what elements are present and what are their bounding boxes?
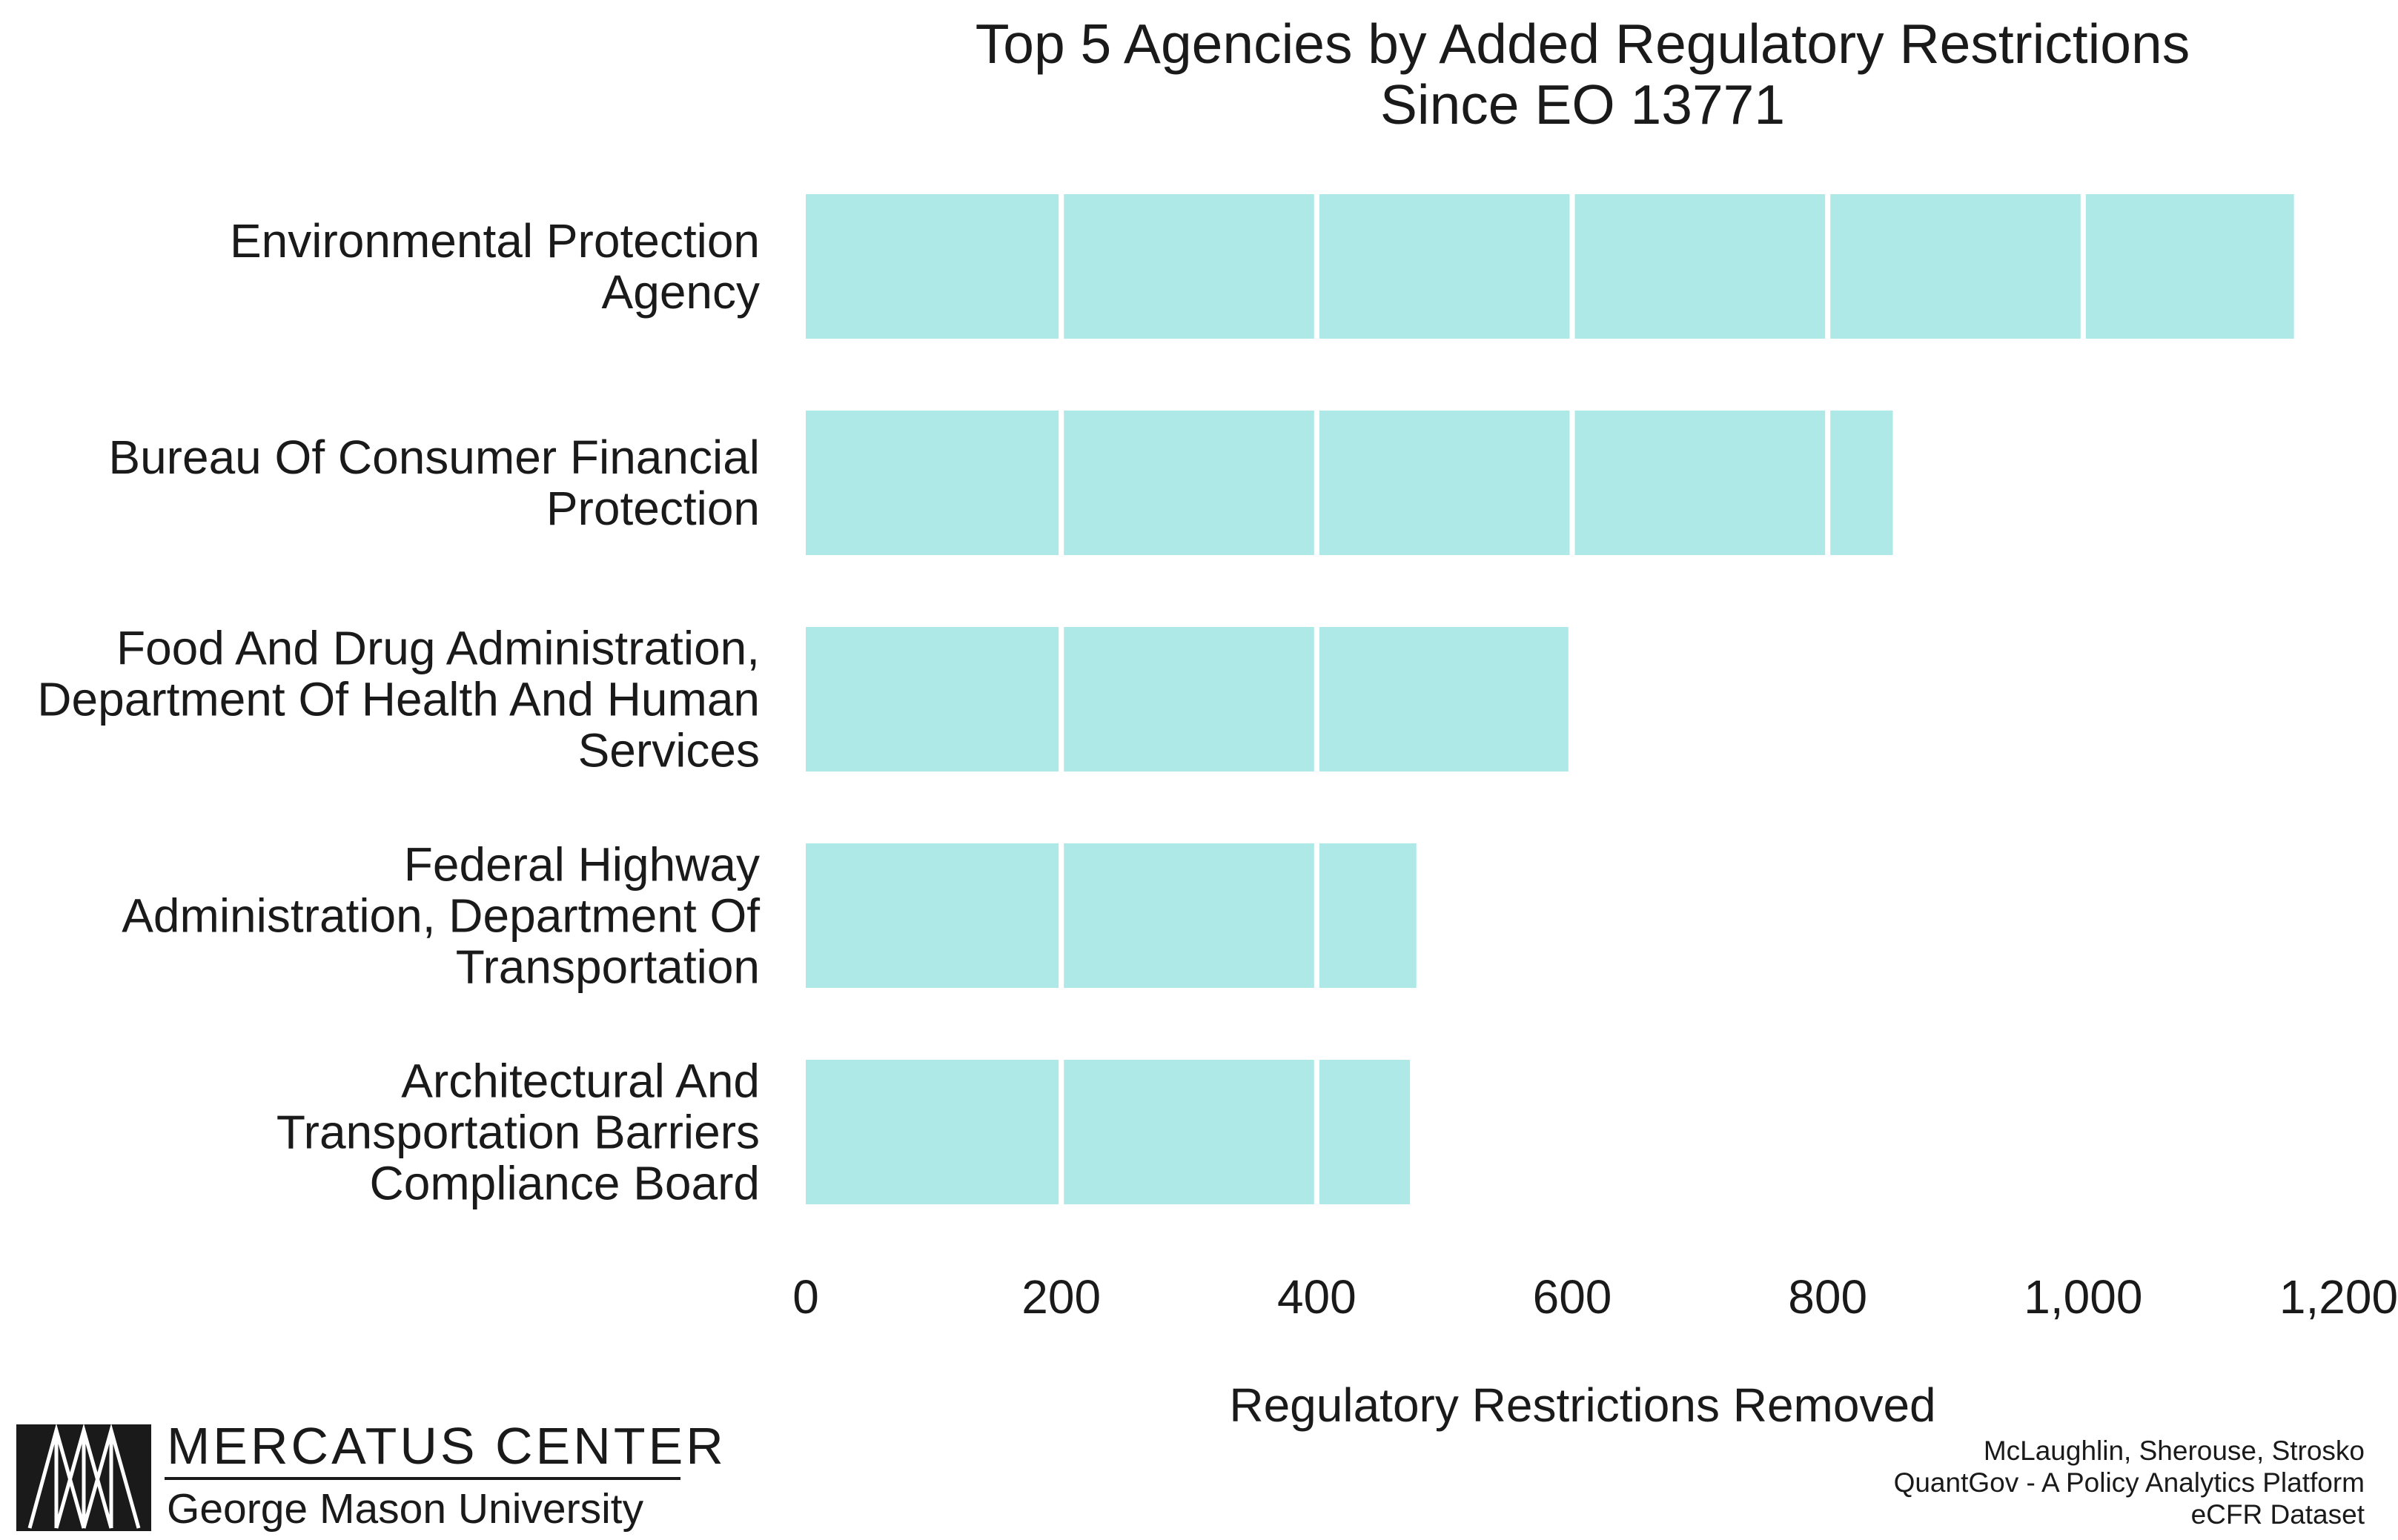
category-label-line: Protection: [546, 482, 760, 535]
x-tick-label: 200: [1021, 1270, 1101, 1324]
category-label: Architectural And Transportation Barriers…: [276, 1055, 760, 1210]
gridlines: [1059, 187, 2342, 1212]
source-line: McLaughlin, Sherouse, Strosko: [1984, 1436, 2365, 1466]
bar: [806, 843, 1417, 988]
category-label-line: Agency: [602, 265, 760, 319]
bar: [806, 1060, 1411, 1204]
x-tick-label: 1,000: [2024, 1270, 2142, 1324]
bars: [806, 194, 2294, 1204]
category-label-line: Bureau Of Consumer Financial: [108, 431, 760, 484]
x-tick-label: 800: [1788, 1270, 1867, 1324]
category-label-line: Services: [578, 724, 760, 777]
x-axis-ticks: 0 200 400 600 800 1,000 1,200: [792, 1270, 2398, 1324]
category-label-line: Architectural And: [401, 1055, 760, 1108]
category-label-line: Federal Highway: [404, 838, 760, 892]
mercatus-logo: MERCATUS CENTER George Mason University: [16, 1417, 726, 1533]
x-tick-label: 400: [1277, 1270, 1357, 1324]
category-label: Food And Drug Administration, Department …: [37, 622, 760, 777]
category-label: Environmental Protection Agency: [230, 214, 760, 319]
title-line: Top 5 Agencies by Added Regulatory Restr…: [976, 13, 2190, 75]
category-label-line: Department Of Health And Human: [37, 673, 760, 726]
category-label: Bureau Of Consumer Financial Protection: [108, 431, 760, 535]
category-label: Federal Highway Administration, Departmen…: [122, 838, 760, 994]
logo-subtitle: George Mason University: [167, 1485, 644, 1533]
source-line: eCFR Dataset: [2191, 1499, 2365, 1530]
title-line: Since EO 13771: [1380, 73, 1785, 136]
category-label-line: Environmental Protection: [230, 214, 760, 268]
logo-name: MERCATUS CENTER: [167, 1417, 726, 1475]
category-label-line: Transportation Barriers: [276, 1106, 760, 1159]
x-axis-title: Regulatory Restrictions Removed: [1229, 1378, 1935, 1432]
bar: [806, 194, 2294, 339]
source-line: QuantGov - A Policy Analytics Platform: [1894, 1467, 2365, 1498]
chart-title: Top 5 Agencies by Added Regulatory Restr…: [976, 13, 2190, 136]
x-tick-label: 0: [792, 1270, 819, 1324]
x-tick-label: 1,200: [2279, 1270, 2398, 1324]
category-label-line: Compliance Board: [370, 1157, 761, 1210]
category-label-line: Administration, Department Of: [122, 889, 760, 943]
category-labels: Environmental Protection Agency Bureau Of …: [37, 214, 760, 1210]
category-label-line: Transportation: [456, 940, 760, 994]
x-tick-label: 600: [1533, 1270, 1612, 1324]
category-label-line: Food And Drug Administration,: [116, 622, 760, 675]
bar: [806, 627, 1569, 771]
bar: [806, 411, 1893, 555]
mercatus-logo-icon: [16, 1423, 151, 1531]
